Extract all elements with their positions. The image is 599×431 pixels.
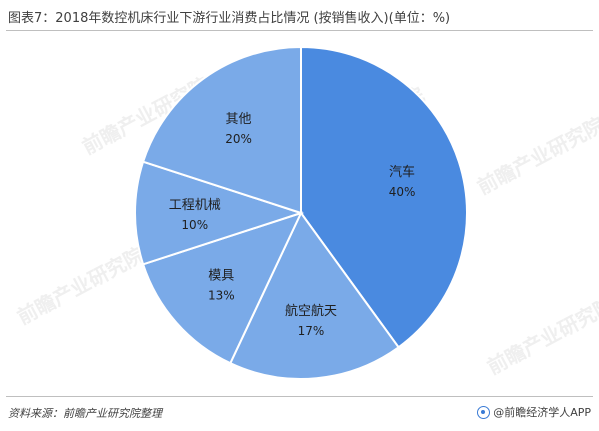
pie-slice	[228, 211, 400, 380]
chart-title: 图表7：2018年数控机床行业下游行业消费占比情况 (按销售收入)(单位：%)	[8, 11, 451, 26]
bottom-divider	[6, 396, 593, 397]
slice-label: 其他	[226, 112, 252, 127]
brand-label: @前瞻经济学人APP	[493, 406, 591, 419]
slice-label: 工程机械	[169, 198, 221, 213]
slice-value-label: 13%	[208, 288, 235, 302]
top-divider	[6, 30, 593, 31]
slice-label: 汽车	[389, 164, 415, 180]
slice-value-label: 40%	[389, 185, 416, 199]
brand-credit: @前瞻经济学人APP	[477, 404, 591, 420]
pie-slice	[141, 211, 303, 365]
slice-value-label: 17%	[298, 324, 325, 338]
source-note: 资料来源：前瞻产业研究院整理	[8, 407, 162, 420]
pie-slice	[141, 45, 302, 215]
pie-slice	[134, 160, 305, 266]
slice-label: 航空航天	[285, 303, 337, 319]
slice-value-label: 20%	[225, 132, 252, 146]
slice-label: 模具	[208, 268, 234, 283]
slice-value-label: 10%	[181, 218, 208, 232]
brand-logo-icon	[477, 405, 491, 419]
pie-slice	[300, 45, 468, 349]
